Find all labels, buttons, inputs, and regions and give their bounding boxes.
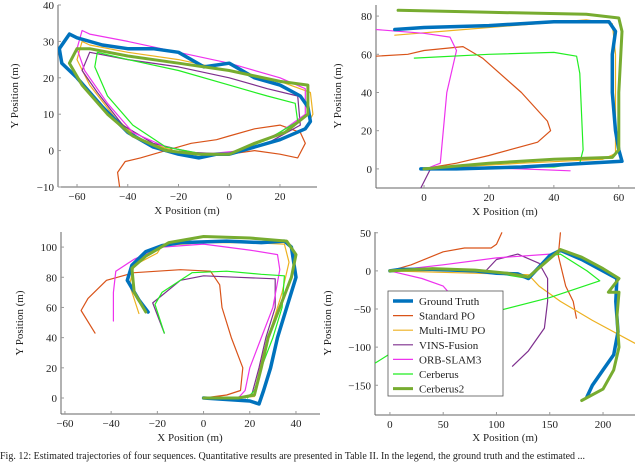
y-axis-label: Y Position (m) (14, 290, 26, 355)
y-tick-label: 20 (46, 363, 58, 375)
y-tick-label: −50 (354, 304, 372, 316)
series-cerberus2 (388, 248, 621, 402)
y-axis-label: Y Position (m) (9, 63, 21, 128)
x-tick-label: 20 (274, 191, 286, 203)
figure-caption: Fig. 12: Estimated trajectories of four … (0, 451, 586, 462)
y-tick-label: 0 (367, 164, 373, 176)
legend: Ground Truth Standard PO Multi-IMU PO VINS-… (387, 290, 504, 397)
y-tick-label: 30 (43, 36, 55, 48)
y-tick-label: 0 (52, 393, 58, 405)
x-tick-label: 60 (613, 192, 625, 204)
legend-label: Cerberus (419, 369, 459, 381)
subplot-3: −60 −40 −20 0 20 40 0 20 40 60 80 100 X Position (m)… (14, 232, 320, 444)
y-tick-label: 20 (361, 126, 373, 138)
x-tick-label: 40 (290, 418, 302, 430)
x-tick-label: 0 (421, 192, 427, 204)
y-tick-label: 20 (43, 73, 55, 85)
series-orb-slam3 (112, 243, 281, 399)
x-tick-label: 150 (542, 419, 559, 431)
series-standard-po (376, 46, 552, 168)
series-standard-po (117, 124, 306, 187)
x-tick-label: 0 (201, 418, 207, 430)
y-tick-label: 60 (46, 302, 58, 314)
y-tick-label: 40 (46, 333, 58, 345)
x-axis-label: X Position (m) (472, 432, 538, 444)
x-axis-label: X Position (m) (154, 205, 220, 217)
x-tick-label: 0 (226, 191, 232, 203)
x-tick-label: −60 (56, 418, 74, 430)
x-tick-label: −40 (119, 191, 137, 203)
y-tick-label: 50 (360, 228, 372, 240)
x-tick-label: 200 (595, 419, 612, 431)
y-axis-label: Y Position (m) (332, 63, 344, 128)
plot-area (375, 232, 635, 402)
series-cerberus2 (396, 8, 624, 171)
legend-label: Standard PO (419, 311, 475, 323)
x-tick-label: 20 (244, 418, 256, 430)
y-tick-label: 0 (49, 146, 55, 158)
y-axis-label: Y Position (m) (322, 290, 334, 355)
x-tick-label: −20 (149, 418, 167, 430)
x-tick-label: −20 (170, 191, 188, 203)
subplot-1: −60 −40 −20 0 20 −10 0 10 20 30 40 X Position (m) Y … (9, 0, 317, 217)
x-tick-label: −40 (103, 418, 121, 430)
series-cerberus2 (130, 235, 298, 400)
x-tick-label: 50 (438, 419, 450, 431)
series-cerberus2 (67, 47, 310, 156)
legend-box (387, 290, 504, 397)
series-vins-fusion (152, 275, 276, 399)
y-tick-label: 80 (46, 272, 58, 284)
plot-area (80, 235, 298, 406)
subplot-4: 0 50 100 150 200 −150 −100 −50 0 50 X Position (m)… (322, 228, 635, 444)
subplot-2: 0 20 40 60 0 20 40 60 80 X Position (m) Y Position… (332, 5, 635, 218)
legend-label: Ground Truth (419, 296, 480, 308)
series-ground-truth (393, 20, 624, 171)
y-tick-label: 0 (366, 266, 372, 278)
series-standard-po (389, 232, 577, 319)
legend-label: Cerberus2 (419, 384, 464, 396)
y-tick-label: 40 (361, 87, 373, 99)
plot-area (58, 29, 314, 187)
x-tick-label: 40 (548, 192, 560, 204)
x-axis-label: X Position (m) (157, 432, 223, 444)
series-standard-po (80, 269, 244, 399)
y-tick-label: −10 (37, 182, 55, 194)
y-tick-label: 60 (361, 49, 373, 61)
x-tick-label: 0 (387, 419, 393, 431)
y-tick-label: −150 (348, 380, 371, 392)
legend-label: Multi-IMU PO (419, 325, 485, 337)
y-tick-label: 100 (41, 242, 58, 254)
series-orb-slam3 (376, 28, 571, 172)
legend-label: VINS-Fusion (419, 340, 479, 352)
series-multi-imu-po (129, 242, 290, 399)
y-tick-label: 40 (43, 0, 55, 12)
x-axis-label: X Position (m) (472, 206, 538, 218)
x-tick-label: −60 (68, 191, 86, 203)
legend-label: ORB-SLAM3 (419, 354, 482, 366)
x-tick-label: 20 (483, 192, 495, 204)
plot-area (376, 8, 624, 188)
y-tick-label: 10 (43, 109, 55, 121)
x-tick-label: 100 (488, 419, 505, 431)
y-tick-label: −100 (348, 342, 371, 354)
y-tick-label: 80 (361, 11, 373, 23)
series-vins-fusion (420, 168, 432, 188)
series-cerberus (413, 51, 584, 170)
